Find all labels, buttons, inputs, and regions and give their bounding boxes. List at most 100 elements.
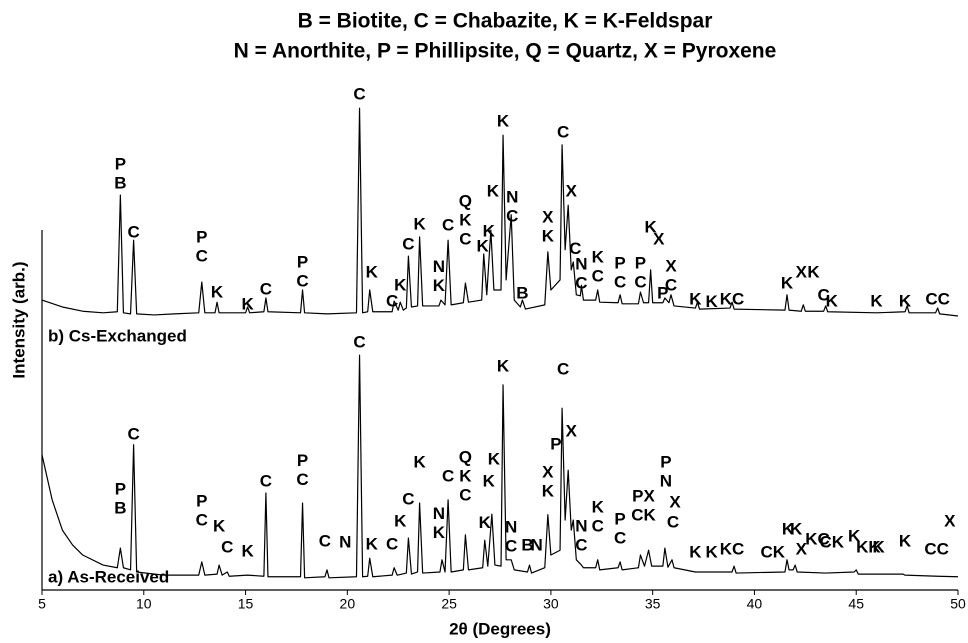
peak-label: C — [221, 538, 233, 557]
xrd-trace — [41, 354, 959, 579]
peak-label: K — [542, 226, 555, 245]
peak-label: K — [872, 538, 885, 557]
peak-label: C — [127, 425, 139, 444]
peak-label: K — [241, 294, 254, 313]
peak-label: K — [497, 111, 510, 130]
peak-label: C — [592, 267, 604, 286]
peak-label: X — [566, 422, 578, 441]
peak-label: KC — [720, 540, 745, 559]
peak-label: K — [689, 290, 702, 309]
peak-label: N — [506, 187, 518, 206]
peak-label: CK — [631, 506, 656, 525]
peak-label: K — [807, 263, 820, 282]
peak-label: KC — [805, 530, 830, 549]
peak-label: X — [669, 493, 681, 512]
x-tick-label: 35 — [645, 596, 661, 612]
peak-label: C — [667, 513, 679, 532]
peak-label: K — [433, 276, 446, 295]
peak-label: X — [796, 263, 808, 282]
x-tick-label: 30 — [543, 596, 559, 612]
peak-label: N — [575, 516, 587, 535]
x-tick-label: 40 — [747, 596, 763, 612]
peak-label: K — [483, 222, 496, 241]
peak-label: C — [592, 516, 604, 535]
peak-label: K — [394, 275, 407, 294]
peak-label: P — [550, 434, 561, 453]
peak-label: B — [114, 498, 126, 517]
x-axis-label: 2θ (Degrees) — [449, 619, 551, 638]
y-axis-label: Intensity (arb.) — [9, 261, 28, 378]
series-label: b) Cs-Exchanged — [48, 326, 187, 345]
peak-label: K — [211, 283, 224, 302]
x-tick-label: 25 — [441, 596, 457, 612]
peak-label: N — [505, 517, 517, 536]
peak-label: P — [657, 284, 668, 303]
peak-label: C — [196, 247, 208, 266]
peak-label: K — [241, 541, 254, 560]
peak-label: C — [196, 511, 208, 530]
peak-label: P — [196, 492, 207, 511]
peak-label: K — [394, 512, 407, 531]
peak-label: N — [339, 532, 351, 551]
peak-label: K — [497, 356, 510, 375]
peak-label: N — [433, 257, 445, 276]
peak-label: C — [386, 292, 398, 311]
x-tick-label: 50 — [950, 596, 966, 612]
peak-label: P — [297, 451, 308, 470]
peak-label: N — [575, 255, 587, 274]
peak-label: K — [848, 526, 861, 545]
peak-label: K — [459, 211, 472, 230]
peak-label: P — [297, 252, 308, 271]
peak-label: P — [635, 254, 646, 273]
peak-label: K — [782, 520, 795, 539]
peak-label: C — [614, 529, 626, 548]
peak-label: X — [542, 207, 554, 226]
peak-label: P — [115, 479, 126, 498]
peak-label: X — [566, 181, 578, 200]
chart-subtitle: N = Anorthite, P = Phillipsite, Q = Quar… — [234, 40, 777, 63]
peak-label: K — [213, 516, 226, 535]
peak-label: C — [127, 222, 139, 241]
peak-label: C — [557, 360, 569, 379]
peak-label: N — [660, 471, 672, 490]
peak-label: C — [260, 471, 272, 490]
peak-label: C — [557, 123, 569, 142]
peak-label: PX — [632, 487, 655, 506]
peak-label: KC — [720, 290, 745, 309]
peak-label: N — [530, 535, 542, 554]
peak-label: K — [366, 263, 379, 282]
peak-label: C — [634, 273, 646, 292]
peak-label: K — [899, 292, 912, 311]
peak-label: C — [575, 274, 587, 293]
peak-label: C — [614, 273, 626, 292]
peak-label: Q — [459, 192, 472, 211]
peak-label: K — [592, 248, 605, 267]
peak-label: C — [506, 206, 518, 225]
peak-label: KK — [856, 538, 881, 557]
x-tick-label: 5 — [38, 596, 46, 612]
peak-label: K — [487, 181, 500, 200]
peak-label: K — [826, 292, 839, 311]
peak-label: C — [296, 271, 308, 290]
peak-label: K — [366, 534, 379, 553]
peak-label: C — [505, 536, 517, 555]
peak-label: K — [870, 292, 883, 311]
peak-label: Q — [459, 448, 472, 467]
peak-label: K — [483, 471, 496, 490]
peak-label: P — [660, 452, 671, 471]
peak-label: C — [402, 489, 414, 508]
peak-label: C — [665, 276, 677, 295]
peak-label: P — [196, 228, 207, 247]
peak-label: K — [488, 450, 501, 469]
peak-label: K — [542, 481, 555, 500]
peak-label: C — [319, 531, 331, 550]
peak-label: X — [796, 540, 808, 559]
peak-label: CK — [760, 542, 785, 561]
x-tick-label: 15 — [238, 596, 254, 612]
peak-label: C — [569, 239, 581, 258]
peak-label: P — [115, 154, 126, 173]
peak-label: K — [899, 531, 912, 550]
x-tick-label: 20 — [340, 596, 356, 612]
peak-label: K — [413, 452, 426, 471]
